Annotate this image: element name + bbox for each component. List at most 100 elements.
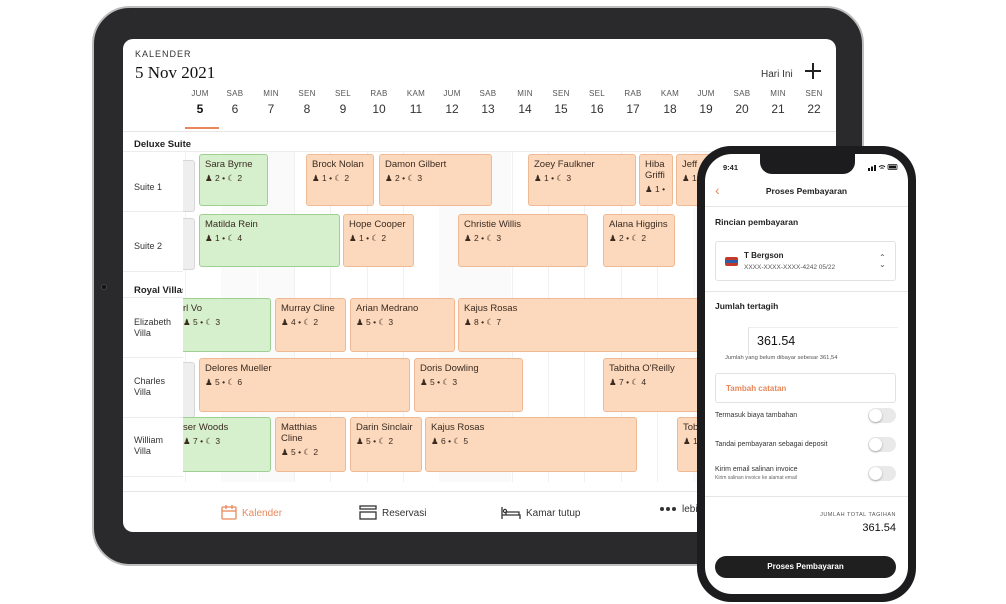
day-column-header[interactable]: MIN 14 <box>507 89 543 116</box>
room-charles-villa[interactable]: Charles Villa <box>134 376 166 397</box>
day-column-header[interactable]: JUM 5 <box>182 89 218 116</box>
booking-info: ♟ 8 • ☾ 7 <box>464 317 502 327</box>
amount-input[interactable] <box>748 327 898 355</box>
nav-calendar-label: Kalender <box>242 508 283 519</box>
booking-info: ♟ 2 • ☾ 2 <box>205 173 243 183</box>
booking-block[interactable]: Matthias Cline ♟ 5 • ☾ 2 <box>275 417 346 472</box>
booking-block[interactable]: Sara Byrne ♟ 2 • ☾ 2 <box>199 154 268 206</box>
booking-block[interactable]: Hope Cooper ♟ 1 • ☾ 2 <box>343 214 414 267</box>
booking-block[interactable]: Damon Gilbert ♟ 2 • ☾ 3 <box>379 154 492 206</box>
booking-info: ♟ 5 • ☾ 3 <box>183 317 221 327</box>
booking-info: ♟ 5 • ☾ 2 <box>281 447 319 457</box>
back-chevron-icon[interactable]: ‹ <box>715 182 720 198</box>
nav-more[interactable]: lebi <box>659 504 698 515</box>
toggle-extra-switch[interactable] <box>868 408 896 423</box>
booking-block[interactable]: Brock Nolan ♟ 1 • ☾ 2 <box>306 154 374 206</box>
day-of-week: MIN <box>263 89 279 98</box>
day-column-header[interactable]: SEL 9 <box>325 89 361 116</box>
day-of-week: MIN <box>770 89 786 98</box>
day-of-week: RAB <box>624 89 642 98</box>
day-of-week: JUM <box>191 89 209 98</box>
booking-block[interactable]: Arian Medrano ♟ 5 • ☾ 3 <box>350 298 455 352</box>
amount-value[interactable]: 361.54 <box>757 334 796 348</box>
day-column-header[interactable]: SEN 8 <box>289 89 325 116</box>
day-of-week: KAM <box>406 89 426 98</box>
toggle-email-label: Kirim email salinan invoice <box>715 466 798 473</box>
day-column-header[interactable]: SAB 6 <box>217 89 253 116</box>
room-suite-2[interactable]: Suite 2 <box>134 241 163 251</box>
day-column-header[interactable]: JUM 12 <box>434 89 470 116</box>
screen-title: Proses Pembayaran <box>765 186 848 196</box>
day-of-week: SAB <box>226 89 244 98</box>
booking-block[interactable]: Hiba Griffi ♟ 1 • <box>639 154 673 206</box>
day-number: 11 <box>409 102 423 116</box>
day-number: 16 <box>590 102 604 116</box>
chevron-updown-icon: ⌃ ⌄ <box>879 253 886 269</box>
day-column-header[interactable]: SAB 13 <box>470 89 506 116</box>
guest-name: Tob <box>683 422 699 433</box>
divider <box>705 496 908 497</box>
room-william-villa[interactable]: William Villa <box>134 435 163 456</box>
guest-name: Murray Cline <box>281 303 335 314</box>
guest-name: Kajus Rosas <box>464 303 518 314</box>
booking-block[interactable]: ser Woods ♟ 7 • ☾ 3 <box>183 417 271 472</box>
phone-screen: 9:41 ‹ Proses Pembayaran Rincian pembaya… <box>705 154 908 594</box>
room-elizabeth-villa[interactable]: Elizabeth Villa <box>134 317 172 338</box>
booking-block[interactable]: Matilda Rein ♟ 1 • ☾ 4 <box>199 214 340 267</box>
toggle-deposit-switch[interactable] <box>868 437 896 452</box>
booking-block[interactable]: Christie Willis ♟ 2 • ☾ 3 <box>458 214 588 267</box>
toggle-email-switch[interactable] <box>868 466 896 481</box>
day-column-header[interactable]: SEL 16 <box>579 89 615 116</box>
process-payment-button[interactable]: Proses Pembayaran <box>715 556 896 578</box>
day-column-header[interactable]: KAM 11 <box>398 89 434 116</box>
card-holder: T Bergson <box>744 251 784 260</box>
phone-frame: 9:41 ‹ Proses Pembayaran Rincian pembaya… <box>697 146 916 602</box>
room-suite-1[interactable]: Suite 1 <box>134 182 163 192</box>
day-column-header[interactable]: JUM 19 <box>688 89 724 116</box>
day-number: 22 <box>807 102 821 116</box>
today-button[interactable]: Hari Ini <box>761 69 793 80</box>
booking-block[interactable]: Alana Higgins ♟ 2 • ☾ 2 <box>603 214 675 267</box>
add-note-button[interactable]: Tambah catatan <box>715 373 896 403</box>
day-column-header[interactable]: SEN 22 <box>796 89 832 116</box>
person-icon: ♟ <box>464 317 472 327</box>
toggle-row-extra: Termasuk biaya tambahan <box>715 408 896 423</box>
day-column-header[interactable]: MIN 21 <box>760 89 796 116</box>
booking-block[interactable]: Murray Cline ♟ 4 • ☾ 2 <box>275 298 346 352</box>
person-icon: ♟ <box>645 184 653 194</box>
nav-calendar[interactable]: Kalender <box>221 504 282 523</box>
day-of-week: RAB <box>370 89 388 98</box>
booking-block[interactable]: Doris Dowling ♟ 5 • ☾ 3 <box>414 358 523 412</box>
booking-block[interactable]: Darin Sinclair ♟ 5 • ☾ 2 <box>350 417 422 472</box>
booking-block[interactable]: rl Vo ♟ 5 • ☾ 3 <box>183 298 271 352</box>
nav-closed-rooms[interactable]: Kamar tutup <box>501 504 580 523</box>
booking-info: ♟ 4 • ☾ 2 <box>281 317 319 327</box>
add-icon[interactable] <box>805 63 821 79</box>
booking-block[interactable] <box>183 160 195 212</box>
card-selector[interactable]: T Bergson XXXX-XXXX-XXXX-4242 05/22 ⌃ ⌄ <box>715 241 896 281</box>
day-column-header[interactable]: MIN 7 <box>253 89 289 116</box>
booking-block[interactable]: Delores Mueller ♟ 5 • ☾ 6 <box>199 358 410 412</box>
booking-info: ♟ 2 • ☾ 3 <box>464 233 502 243</box>
booking-info: ♟ 1 • ☾ 2 <box>312 173 350 183</box>
current-date[interactable]: 5 Nov 2021 <box>135 63 216 82</box>
day-column-header[interactable]: SAB 20 <box>724 89 760 116</box>
nav-reservations[interactable]: Reservasi <box>359 504 426 523</box>
person-icon: ♟ <box>183 317 191 327</box>
person-icon: ♟ <box>183 436 191 446</box>
day-column-header[interactable]: SEN 15 <box>543 89 579 116</box>
booking-block[interactable] <box>183 218 195 270</box>
booking-block[interactable]: Zoey Faulkner ♟ 1 • ☾ 3 <box>528 154 636 206</box>
booking-block[interactable]: Kajus Rosas ♟ 6 • ☾ 5 <box>425 417 637 472</box>
day-number: 9 <box>339 102 347 116</box>
day-column-header[interactable]: KAM 18 <box>652 89 688 116</box>
guest-name: Matilda Rein <box>205 219 258 230</box>
day-number: 5 <box>196 102 204 116</box>
bottom-nav: Kalender Reservasi Kamar tutup lebi <box>123 491 836 532</box>
day-column-header[interactable]: RAB 17 <box>615 89 651 116</box>
day-of-week: MIN <box>517 89 533 98</box>
day-column-header[interactable]: RAB 10 <box>361 89 397 116</box>
booking-block[interactable] <box>183 362 195 418</box>
nav-more-label: lebi <box>682 504 698 515</box>
group-deluxe-suite: Deluxe Suite <box>134 139 192 150</box>
